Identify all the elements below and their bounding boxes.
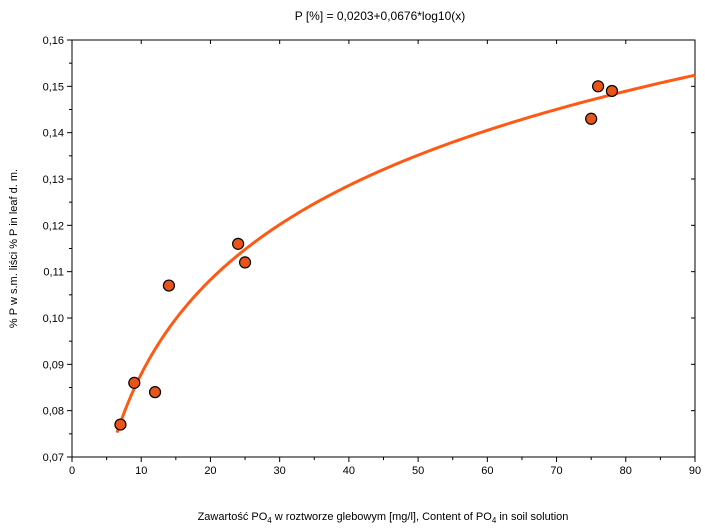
- data-point: [162, 279, 176, 292]
- x-tick-label: 90: [689, 465, 701, 477]
- x-axis-label-sub2: 4: [492, 516, 497, 525]
- y-tick-label: 0,07: [43, 452, 64, 464]
- x-tick-label: 10: [135, 465, 147, 477]
- x-axis-label-part3: Content of PO: [419, 511, 492, 523]
- x-axis-ticks: 0 10 20 30 40 50 60 70 80 90: [69, 40, 701, 477]
- x-axis-label-part2: w roztworze glebowym [mg/l],: [272, 511, 419, 523]
- x-tick-label: 0: [69, 465, 75, 477]
- x-axis-label-part4: in soil solution: [496, 511, 568, 523]
- y-tick-label: 0,13: [43, 174, 64, 186]
- y-tick-label: 0,12: [43, 220, 64, 232]
- data-point: [232, 237, 245, 250]
- x-tick-label: 80: [620, 465, 632, 477]
- x-tick-label: 50: [412, 465, 424, 477]
- chart-title: P [%] = 0,0203+0,0676*log10(x): [295, 9, 466, 23]
- y-tick-label: 0,16: [43, 35, 64, 47]
- data-point: [148, 386, 162, 399]
- x-axis-label-sub1: 4: [267, 516, 272, 525]
- x-tick-label: 20: [204, 465, 216, 477]
- x-axis-label-part1: Zawartość PO: [198, 511, 268, 523]
- x-axis-label: Zawartość PO4 w roztworze glebowym [mg/l…: [198, 511, 569, 525]
- y-axis-ticks: 0,07 0,08 0,09 0,10 0,11 0,12 0,13 0,14 0,15 0,16: [43, 35, 695, 464]
- y-tick-label: 0,14: [43, 128, 64, 140]
- data-point: [585, 112, 598, 125]
- x-tick-label: 70: [550, 465, 562, 477]
- plot-area: [71, 39, 696, 458]
- data-point: [591, 80, 605, 93]
- y-tick-label: 0,09: [43, 359, 64, 371]
- fit-curve: [115, 73, 696, 434]
- data-point: [605, 84, 619, 98]
- x-tick-label: 60: [481, 465, 493, 477]
- y-axis-label: % P w s.m. liści % P in leaf d. m.: [8, 169, 20, 328]
- y-tick-label: 0,15: [43, 81, 64, 93]
- data-point: [114, 418, 127, 431]
- x-tick-label: 40: [343, 465, 355, 477]
- data-points: [114, 80, 619, 431]
- y-tick-label: 0,08: [43, 406, 64, 418]
- data-point: [238, 256, 252, 269]
- data-point: [128, 376, 141, 389]
- y-tick-label: 0,11: [43, 267, 64, 279]
- x-tick-label: 30: [274, 465, 286, 477]
- plot-frame: [71, 39, 696, 458]
- y-tick-label: 0,10: [43, 313, 64, 325]
